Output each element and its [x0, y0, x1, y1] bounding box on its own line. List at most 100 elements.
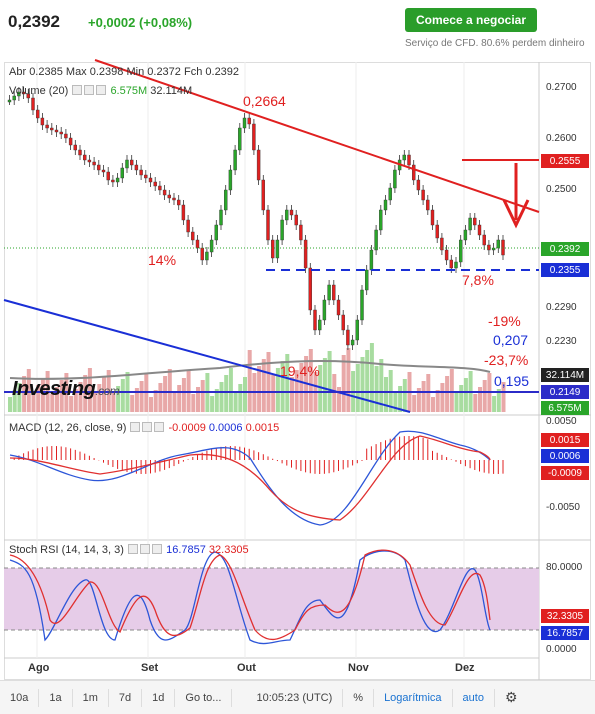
- volume-bar: [308, 349, 313, 412]
- close-icon[interactable]: [152, 544, 163, 554]
- candle: [82, 154, 87, 161]
- macd-hist-bar: [159, 460, 161, 472]
- ohlc-legend: Abr 0.2385 Max 0.2398 Min 0.2372 Fch 0.2…: [9, 66, 240, 78]
- gear-icon[interactable]: [84, 85, 95, 95]
- go-to-button[interactable]: Go to...: [175, 688, 233, 707]
- candle: [181, 204, 186, 221]
- range-10y-button[interactable]: 10a: [0, 688, 40, 707]
- macd-hist-bar: [394, 437, 396, 460]
- volume-bar: [8, 397, 12, 412]
- volume-bar: [134, 388, 139, 412]
- candle: [200, 247, 204, 261]
- pct237-annotation: -23,7%: [484, 352, 528, 368]
- auto-scale-toggle[interactable]: auto: [453, 688, 495, 707]
- candle: [294, 214, 298, 226]
- volume-bar: [384, 377, 388, 412]
- range-1y-button[interactable]: 1a: [39, 688, 73, 707]
- macd-hist-bar: [286, 460, 288, 466]
- macd-hist-bar: [417, 436, 419, 460]
- macd-hist-bar: [272, 458, 274, 460]
- eye-icon[interactable]: [130, 422, 141, 432]
- volume-bar: [280, 361, 285, 412]
- candle: [120, 167, 125, 179]
- stoch-d-line: [9, 549, 491, 641]
- macd-hist-bar: [225, 446, 227, 460]
- macd-hist-bar: [262, 454, 264, 460]
- eye-icon[interactable]: [72, 85, 83, 95]
- volume-bar: [78, 382, 83, 412]
- candle: [402, 154, 406, 161]
- settings-gear-icon[interactable]: ⚙: [504, 689, 518, 705]
- macd-line: [9, 430, 491, 526]
- investing-logo: Investing.com: [12, 378, 120, 400]
- candle: [233, 149, 237, 171]
- log-scale-toggle[interactable]: Logarítmica: [374, 688, 453, 707]
- pct19-annotation: -19%: [488, 313, 521, 329]
- volume-bar: [365, 350, 370, 412]
- chart-canvas[interactable]: 0,2664 14% 7,8% -19% 0,207 -23,7% 19,4% …: [0, 0, 595, 680]
- candle: [426, 199, 430, 211]
- candle: [7, 99, 12, 103]
- candle: [477, 224, 482, 236]
- volume-bar: [149, 397, 153, 412]
- candle: [346, 329, 350, 346]
- close-value: 0.2392: [205, 66, 240, 78]
- candle: [355, 319, 359, 341]
- volume-bar: [224, 375, 229, 412]
- price-axis-label: 0.2700: [546, 82, 577, 93]
- candle: [421, 189, 425, 201]
- volume-bar: [275, 368, 280, 412]
- macd-hist-bar: [37, 448, 39, 460]
- macd-hist-bar: [13, 457, 15, 460]
- volume-bar: [416, 388, 421, 412]
- range-7d-button[interactable]: 7d: [109, 688, 143, 707]
- macd-hist-bar: [385, 440, 386, 460]
- candle: [266, 209, 270, 241]
- gear-icon[interactable]: [140, 544, 151, 554]
- rsi-legend: Stoch RSI (14, 14, 3, 3) 16.7857 32.3305: [9, 544, 249, 556]
- volume-bar: [266, 352, 271, 412]
- candle: [144, 174, 148, 179]
- candle: [247, 117, 251, 125]
- volume-bar: [73, 389, 78, 412]
- candle: [473, 217, 477, 226]
- gear-icon[interactable]: [142, 422, 153, 432]
- candle: [496, 239, 500, 249]
- candle: [17, 91, 21, 97]
- volume-bar: [158, 383, 163, 412]
- close-icon[interactable]: [96, 85, 107, 95]
- volume-bar: [398, 386, 403, 412]
- macd-hist-bar: [182, 460, 184, 462]
- start-trading-button[interactable]: Comece a negociar: [405, 8, 537, 32]
- macd-hist-bar: [88, 455, 90, 460]
- pct14-annotation: 14%: [148, 252, 176, 268]
- close-icon[interactable]: [154, 422, 165, 432]
- candle: [129, 159, 134, 166]
- date-label: Out: [237, 662, 256, 674]
- macd-hist-bar: [413, 436, 415, 460]
- range-1m-button[interactable]: 1m: [73, 688, 109, 707]
- macd-hist-bar: [112, 460, 114, 468]
- price-axis-label: 0.2500: [546, 184, 577, 195]
- macd-hist-bar: [121, 460, 123, 471]
- stoch-k-line: [9, 550, 491, 645]
- volume-bar: [463, 378, 468, 412]
- macd-hist-bar: [239, 446, 241, 460]
- macd-hist-bar: [464, 460, 466, 467]
- date-label: Set: [141, 662, 159, 674]
- candle: [252, 123, 256, 151]
- macd-hist-bar: [281, 460, 283, 464]
- candle: [313, 309, 317, 331]
- candle: [26, 93, 30, 99]
- percent-toggle[interactable]: %: [343, 688, 375, 707]
- range-1d-button[interactable]: 1d: [142, 688, 176, 707]
- price-axis-label: 0.2290: [546, 302, 577, 313]
- macd-hist-bar: [314, 460, 316, 474]
- volume-bar: [92, 391, 97, 412]
- candle: [36, 109, 40, 119]
- volume-bar: [369, 343, 374, 412]
- macd-axis-label: 0.0050: [546, 416, 577, 427]
- eye-icon[interactable]: [128, 544, 139, 554]
- volume-bar: [177, 385, 182, 412]
- candle: [228, 169, 233, 191]
